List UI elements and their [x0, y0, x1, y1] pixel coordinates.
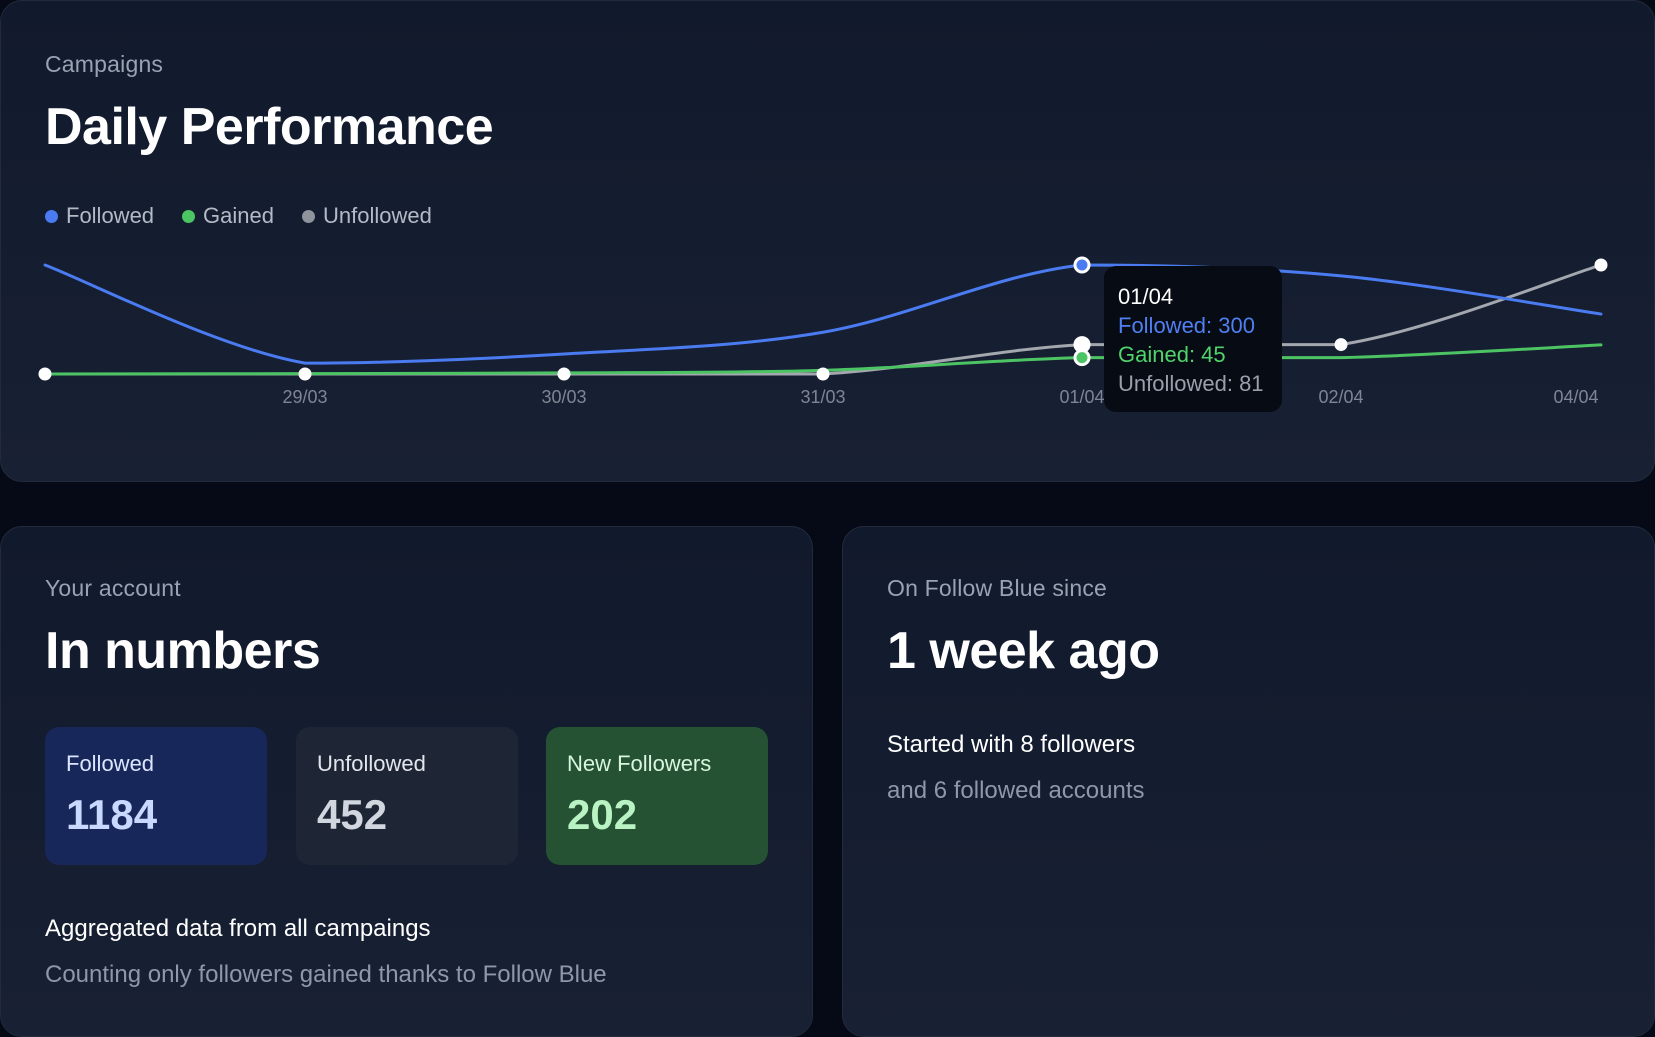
- aggregated-note-title: Aggregated data from all campaings: [45, 915, 431, 942]
- data-point-followed-highlight[interactable]: [1073, 256, 1091, 274]
- legend-label-gained: Gained: [203, 203, 274, 228]
- series-line-followed: [43, 263, 1603, 365]
- data-point[interactable]: [557, 367, 571, 381]
- followed-stat-tile: Followed 1184: [45, 727, 267, 865]
- data-point[interactable]: [1594, 258, 1608, 272]
- tooltip-gained: Gained: 45: [1118, 342, 1226, 367]
- unfollowed-stat-label: Unfollowed: [317, 751, 426, 776]
- legend-item-followed[interactable]: Followed: [45, 203, 154, 229]
- tooltip-date: 01/04: [1118, 284, 1174, 309]
- legend-item-gained[interactable]: Gained: [182, 203, 274, 229]
- x-tick-label: 30/03: [541, 387, 586, 407]
- x-tick-label: 04/04: [1553, 387, 1598, 407]
- performance-eyebrow: Campaigns: [45, 51, 164, 77]
- member-since-card: On Follow Blue since 1 week ago Started …: [842, 526, 1655, 1037]
- aggregated-note-subtitle: Counting only followers gained thanks to…: [45, 961, 607, 988]
- new-followers-stat-tile: New Followers 202: [546, 727, 768, 865]
- new-followers-stat-value: 202: [567, 791, 638, 838]
- legend-label-followed: Followed: [66, 203, 155, 228]
- new-followers-stat-label: New Followers: [567, 751, 712, 776]
- legend-dot-unfollowed: [302, 209, 315, 223]
- data-point[interactable]: [38, 367, 52, 381]
- unfollowed-stat-tile: Unfollowed 452: [296, 727, 518, 865]
- since-title: 1 week ago: [887, 622, 1160, 680]
- followed-stat-value: 1184: [66, 791, 158, 838]
- since-followed-accounts: and 6 followed accounts: [887, 777, 1145, 804]
- chart-legend: Followed Gained Unfollowed: [45, 203, 432, 229]
- daily-performance-card: Campaigns Daily Performance Followed Gai…: [0, 0, 1655, 482]
- x-tick-label: 02/04: [1318, 387, 1363, 407]
- legend-dot-gained: [182, 209, 196, 223]
- data-point[interactable]: [816, 367, 830, 381]
- account-eyebrow: Your account: [45, 575, 181, 601]
- tooltip-unfollowed: Unfollowed: 81: [1118, 371, 1264, 396]
- account-title: In numbers: [45, 622, 321, 680]
- since-eyebrow: On Follow Blue since: [887, 575, 1108, 601]
- unfollowed-stat-value: 452: [317, 791, 388, 838]
- x-tick-label: 31/03: [800, 387, 845, 407]
- account-numbers-card: Your account In numbers Followed 1184 Un…: [0, 526, 813, 1037]
- tooltip-followed: Followed: 300: [1118, 313, 1255, 338]
- data-point[interactable]: [1334, 338, 1348, 352]
- legend-dot-followed: [45, 209, 58, 223]
- x-tick-label: 01/04: [1059, 387, 1104, 407]
- daily-performance-chart[interactable]: 29/03 30/03 31/03 01/04 02/04 04/04: [1, 1, 1655, 483]
- x-tick-label: 29/03: [282, 387, 327, 407]
- data-point-gained-highlight[interactable]: [1073, 349, 1091, 367]
- performance-title: Daily Performance: [45, 98, 494, 156]
- data-point[interactable]: [298, 367, 312, 381]
- since-started-followers: Started with 8 followers: [887, 731, 1136, 758]
- chart-tooltip: 01/04 Followed: 300 Gained: 45 Unfollowe…: [1104, 266, 1282, 412]
- legend-label-unfollowed: Unfollowed: [323, 203, 432, 228]
- legend-item-unfollowed[interactable]: Unfollowed: [302, 203, 432, 229]
- followed-stat-label: Followed: [66, 751, 155, 776]
